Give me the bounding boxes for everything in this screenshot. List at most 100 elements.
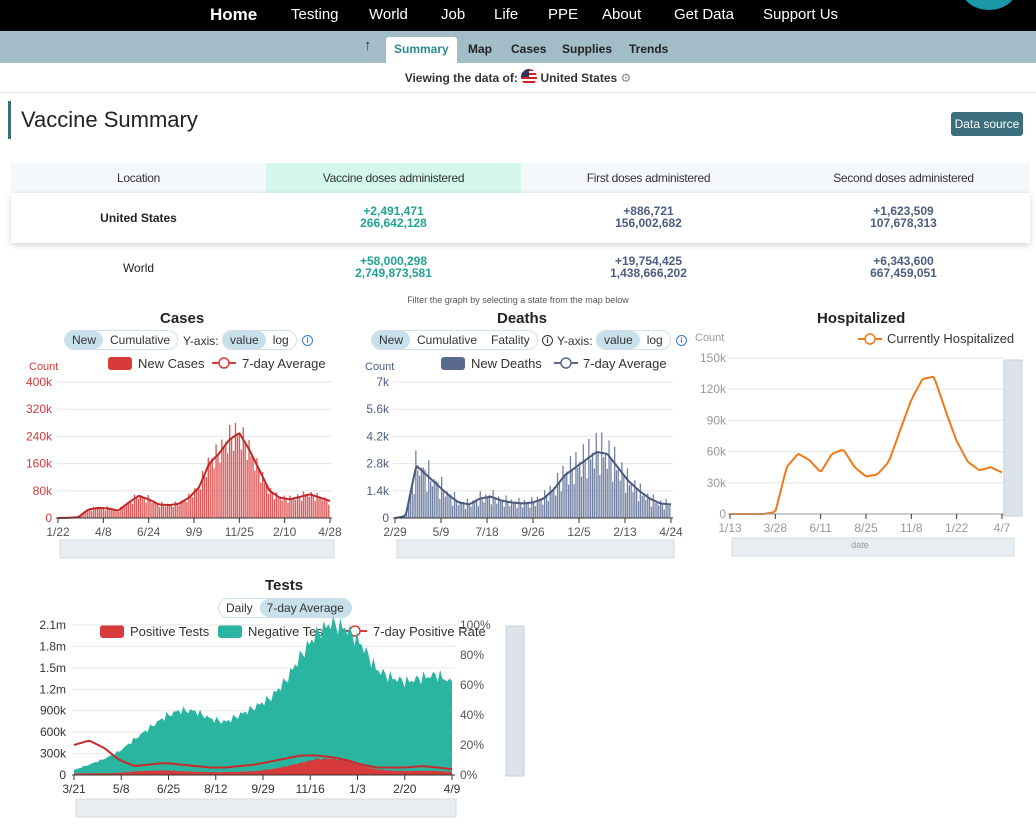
fatality-info-icon[interactable]: i xyxy=(542,335,553,346)
legend-new-cases[interactable]: New Cases xyxy=(138,356,205,371)
tab-trends[interactable]: Trends xyxy=(629,42,669,56)
scroll-up-icon[interactable]: ↑ xyxy=(364,37,372,54)
bar xyxy=(295,499,297,518)
bar xyxy=(94,508,97,518)
bar xyxy=(422,467,424,518)
deaths-info-icon[interactable]: i xyxy=(676,335,687,346)
bar xyxy=(162,505,165,518)
negative-tests-area xyxy=(74,616,452,775)
bar xyxy=(322,500,324,518)
nav-life[interactable]: Life xyxy=(494,6,519,23)
nav-world[interactable]: World xyxy=(369,6,408,23)
deaths-cumulative-button[interactable]: Cumulative xyxy=(417,333,478,347)
legend-new-deaths[interactable]: New Deaths xyxy=(471,356,542,371)
nav-get-data[interactable]: Get Data xyxy=(674,6,735,23)
cases-log-button[interactable]: log xyxy=(272,333,289,347)
table-row[interactable]: World +58,000,298 2,749,873,581 +19,754,… xyxy=(11,243,1030,293)
legend-7day-average[interactable]: 7-day Average xyxy=(583,356,667,371)
bar xyxy=(87,509,89,518)
data-source-button[interactable]: Data source xyxy=(951,112,1023,136)
deaths-zoom-slider[interactable] xyxy=(396,539,675,559)
deaths-fatality-button[interactable]: Fatality xyxy=(491,333,530,347)
cases-value-button[interactable]: value xyxy=(223,331,266,349)
second-delta: +1,623,509 xyxy=(873,204,934,218)
legend-positive-tests[interactable]: Positive Tests xyxy=(130,624,210,639)
legend-positive-rate[interactable]: 7-day Positive Rate xyxy=(373,624,486,639)
bar xyxy=(555,495,557,518)
deaths-new-button[interactable]: New xyxy=(372,331,411,349)
x-tick-label: 1/3 xyxy=(349,782,366,796)
bar xyxy=(252,457,254,518)
bar xyxy=(133,494,136,518)
cases-chart[interactable]: New Cases 7-day Average Count 0 80k 160k 24… xyxy=(0,352,345,562)
tab-supplies[interactable]: Supplies xyxy=(562,42,613,56)
tests-daily-button[interactable]: Daily xyxy=(226,601,253,615)
y-tick-label: 1.2m xyxy=(39,682,66,696)
legend-positive-swatch xyxy=(100,625,124,638)
cases-info-icon[interactable]: i xyxy=(302,335,313,346)
x-tick-label: 9/26 xyxy=(521,525,545,539)
tests-chart[interactable]: Positive Tests Negative Tests 7-day Posi… xyxy=(0,616,540,827)
bar xyxy=(573,484,575,518)
tests-7day-button[interactable]: 7-day Average xyxy=(259,599,351,617)
deaths-log-button[interactable]: log xyxy=(646,333,663,347)
bar xyxy=(476,499,478,518)
y-tick-label: 80k xyxy=(33,484,53,498)
tests-x-ticks: 3/21 5/8 6/25 8/12 9/29 11/16 1/3 2/20 4/9 xyxy=(62,775,461,796)
bar xyxy=(441,476,443,518)
bar xyxy=(221,439,223,518)
page-title: Vaccine Summary xyxy=(8,101,198,139)
y-tick-label: 5.6k xyxy=(366,402,390,416)
deaths-scale-toggle: value log xyxy=(596,330,671,350)
nav-ppe[interactable]: PPE xyxy=(548,6,579,23)
deaths-chart[interactable]: New Deaths 7-day Average Count 0 1.4k 2.8k… xyxy=(345,352,685,562)
hosp-y-zoom-slider[interactable] xyxy=(1003,359,1023,517)
nav-job[interactable]: Job xyxy=(441,6,466,23)
gear-icon[interactable]: ⚙ xyxy=(620,71,632,85)
legend-currently-hospitalized[interactable]: Currently Hospitalized xyxy=(887,331,1014,346)
tests-zoom-slider[interactable] xyxy=(75,798,457,818)
hosp-zoom-slider[interactable] xyxy=(731,537,1015,557)
x-tick-label: 8/12 xyxy=(204,782,228,796)
cases-cumulative-button[interactable]: Cumulative xyxy=(110,333,171,347)
bar xyxy=(254,470,256,518)
tests-legend[interactable]: Positive Tests Negative Tests 7-day Posi… xyxy=(100,624,486,639)
bar xyxy=(174,501,176,518)
nav-about[interactable]: About xyxy=(602,6,642,23)
bar xyxy=(411,484,413,518)
x-tick-label: 1/22 xyxy=(46,525,70,539)
tab-summary[interactable]: Summary xyxy=(386,37,457,63)
viewing-country[interactable]: United States xyxy=(540,71,618,85)
tab-map[interactable]: Map xyxy=(468,42,492,56)
bar xyxy=(588,439,590,518)
bar xyxy=(104,510,106,518)
viewing-label: Viewing the data of: xyxy=(404,71,518,85)
deaths-value-button[interactable]: value xyxy=(597,331,640,349)
user-avatar[interactable] xyxy=(962,0,1016,10)
second-delta: +6,343,600 xyxy=(873,254,934,268)
deaths-legend[interactable]: New Deaths 7-day Average xyxy=(441,356,667,371)
tab-cases[interactable]: Cases xyxy=(511,42,547,56)
hospitalized-chart[interactable]: Currently Hospitalized Count 0 30k 60k 90k 1… xyxy=(690,328,1036,560)
y-tick-label: 1.8m xyxy=(39,639,66,653)
legend-7day-average[interactable]: 7-day Average xyxy=(242,356,326,371)
bar xyxy=(155,502,157,518)
cases-new-button[interactable]: New xyxy=(65,331,104,349)
legend-negative-tests[interactable]: Negative Tests xyxy=(248,624,334,639)
bar xyxy=(300,500,303,518)
first-total: 1,438,666,202 xyxy=(610,266,687,280)
table-row[interactable]: United States +2,491,471 266,642,128 +88… xyxy=(11,193,1030,243)
nav-testing[interactable]: Testing xyxy=(291,6,339,23)
cases-zoom-slider[interactable] xyxy=(59,539,335,559)
cases-legend[interactable]: New Cases 7-day Average xyxy=(108,356,326,371)
nav-support-us[interactable]: Support Us xyxy=(763,6,839,23)
bar xyxy=(170,504,173,518)
bar xyxy=(312,495,314,518)
bar xyxy=(225,441,227,518)
bar xyxy=(277,498,279,518)
nav-home[interactable]: Home xyxy=(210,5,258,24)
hosp-line xyxy=(730,375,1003,515)
bar xyxy=(207,457,209,518)
tests-y-zoom-slider[interactable] xyxy=(505,625,525,777)
first-total: 156,002,682 xyxy=(615,216,682,230)
